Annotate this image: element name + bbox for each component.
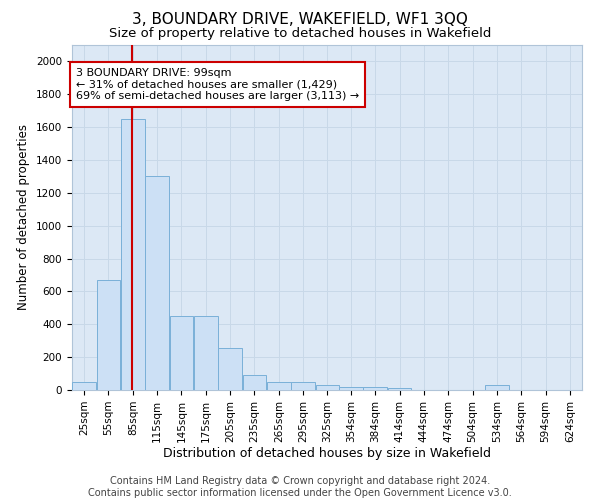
Text: Size of property relative to detached houses in Wakefield: Size of property relative to detached ho… (109, 28, 491, 40)
Bar (364, 386, 387, 390)
Bar (388, 388, 412, 390)
Bar (73, 382, 96, 390)
Bar (121, 119, 145, 390)
Bar (218, 348, 242, 390)
Bar (170, 316, 193, 390)
Bar (242, 375, 266, 390)
Bar (145, 176, 169, 390)
Text: 3 BOUNDARY DRIVE: 99sqm
← 31% of detached houses are smaller (1,429)
69% of semi: 3 BOUNDARY DRIVE: 99sqm ← 31% of detache… (76, 68, 359, 101)
Bar (339, 386, 362, 390)
Bar (316, 385, 339, 390)
Bar (485, 385, 509, 390)
Bar (97, 280, 120, 390)
Bar (194, 316, 218, 390)
X-axis label: Distribution of detached houses by size in Wakefield: Distribution of detached houses by size … (163, 448, 491, 460)
Bar (292, 382, 315, 390)
Y-axis label: Number of detached properties: Number of detached properties (17, 124, 31, 310)
Bar (267, 382, 290, 390)
Text: Contains HM Land Registry data © Crown copyright and database right 2024.
Contai: Contains HM Land Registry data © Crown c… (88, 476, 512, 498)
Text: 3, BOUNDARY DRIVE, WAKEFIELD, WF1 3QQ: 3, BOUNDARY DRIVE, WAKEFIELD, WF1 3QQ (132, 12, 468, 28)
